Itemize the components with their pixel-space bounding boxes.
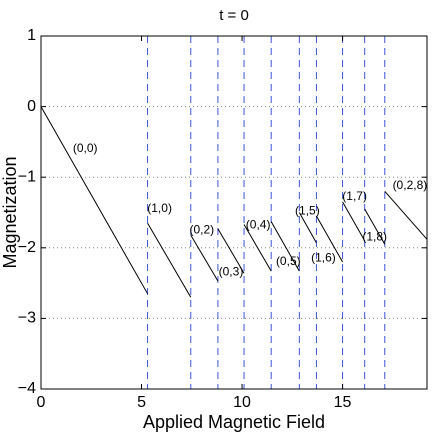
dashed-lines-layer bbox=[147, 36, 386, 389]
chart-title: t = 0 bbox=[219, 7, 249, 24]
x-tick-label: 5 bbox=[137, 394, 146, 411]
segment-label: (1,8) bbox=[362, 229, 387, 243]
y-tick-label: 0 bbox=[27, 98, 36, 115]
magnetization-segment bbox=[364, 208, 386, 245]
magnetization-segment bbox=[298, 212, 317, 244]
magnetization-segment bbox=[217, 228, 245, 274]
segment-label: (1,7) bbox=[342, 189, 367, 203]
y-tick-label: −1 bbox=[18, 168, 36, 185]
segment-label: (0,2) bbox=[189, 222, 214, 236]
x-axis-label: Applied Magnetic Field bbox=[143, 412, 325, 432]
x-tick-label: 15 bbox=[334, 394, 352, 411]
x-tick-label: 0 bbox=[37, 394, 46, 411]
magnetization-segment bbox=[40, 106, 148, 294]
magnetization-segment bbox=[384, 190, 428, 240]
magnetization-segment bbox=[243, 224, 272, 272]
segments-layer bbox=[40, 106, 428, 298]
magnetization-segment bbox=[342, 201, 366, 241]
magnetization-segment bbox=[270, 221, 300, 272]
segment-label: (0,3) bbox=[219, 265, 244, 279]
segment-labels-layer: (0,0) (1,0) (0,2) (0,3) (0,4) (0,5) (1,5) (1,6)… bbox=[73, 141, 427, 279]
segment-label: (1,5) bbox=[295, 203, 320, 217]
y-tick-label: −2 bbox=[18, 239, 36, 256]
segment-label: (1,6) bbox=[311, 251, 336, 265]
magnetization-segment bbox=[147, 222, 192, 298]
plot-frame bbox=[40, 35, 428, 390]
segment-label: (1,0) bbox=[147, 201, 172, 215]
segment-label: (0,5) bbox=[276, 254, 301, 268]
y-tick-label: −4 bbox=[18, 380, 36, 397]
magnetization-segment bbox=[315, 215, 343, 263]
y-axis-label: Magnetization bbox=[0, 156, 20, 268]
segment-label: (0,4) bbox=[246, 217, 271, 231]
segment-label: (0,0) bbox=[73, 141, 98, 155]
y-tick-label: −3 bbox=[18, 310, 36, 327]
x-tick-label: 10 bbox=[233, 394, 251, 411]
segment-label: (0,2,8) bbox=[393, 178, 428, 192]
grid-layer bbox=[41, 106, 427, 319]
magnetization-segment bbox=[190, 234, 219, 282]
y-tick-label: 1 bbox=[27, 27, 36, 44]
